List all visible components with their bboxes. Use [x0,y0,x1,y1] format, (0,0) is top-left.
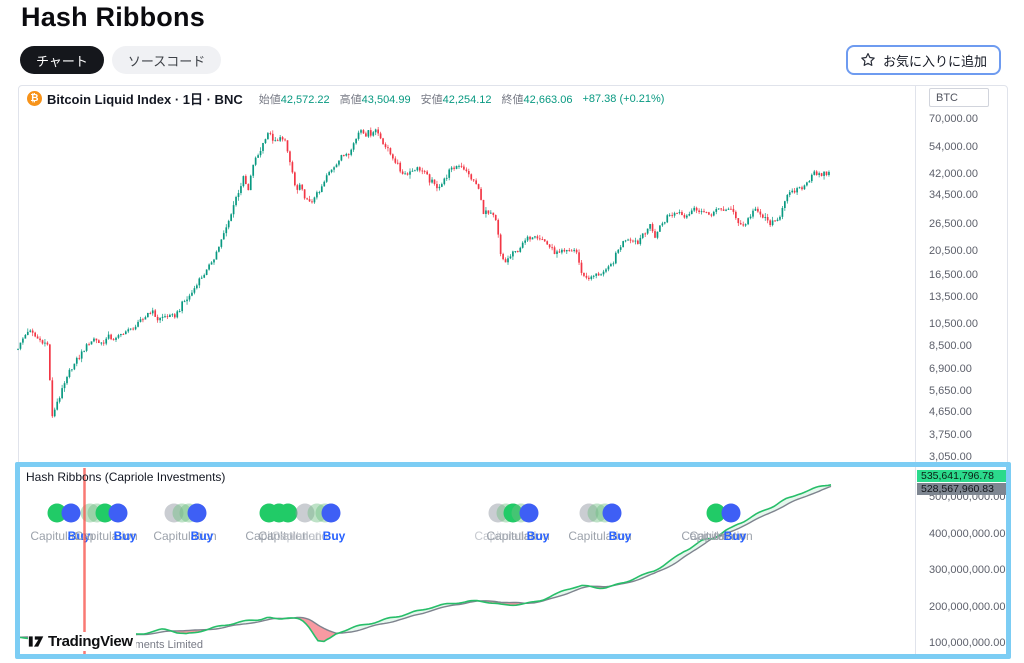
capitulation-label: Capitulation [30,529,93,543]
tradingview-logo-icon [28,636,44,647]
add-to-favorites-button[interactable]: お気に入りに追加 [845,45,1001,75]
capitulation-label: Capitulation [486,529,549,543]
buy-marker [61,503,81,523]
axis-tick-label: 100,000,000.00 [929,637,1006,649]
axis-tick-label: 20,500.00 [929,245,978,258]
buy-marker [602,503,622,523]
capitulation-label: Capitulation [153,529,216,543]
tab-source-code[interactable]: ソースコード [111,46,222,74]
capitulation-label: Capitulation [258,529,321,543]
capitulation-marker [278,503,298,523]
buy-label: Buy [323,529,346,543]
axis-tick-label: 3,050.00 [929,451,972,464]
capitulation-marker [488,503,508,523]
hr-sma-long-line [17,485,832,639]
axis-tick-label: 42,000.00 [929,168,978,181]
hr-sma-long-value: 528,567,960.83 [917,483,1007,495]
buy-marker [187,503,207,523]
capitulation-marker [295,503,315,523]
capitulation-marker [47,503,67,523]
bitcoin-icon: ₿ [27,91,42,106]
chart-widget [18,85,1008,659]
buy-marker [108,503,128,523]
capitulation-marker [587,503,607,523]
hr-sma-short-line [17,484,832,643]
change-value: +87.38 (+0.21%) [582,92,665,105]
capitulation-marker [164,503,184,523]
axis-tick-label: 70,000.00 [929,113,978,125]
capitulation-label: Capitulation [681,529,744,543]
capitulation-label: Capitulation [245,529,308,543]
tab-bar: チャート ソースコード [20,46,222,74]
open-value: 始値42,572.22 [258,93,330,106]
capitulation-marker [95,503,115,523]
add-to-favorites-label: お気に入りに追加 [882,53,987,69]
tradingview-wordmark: TradingView [48,633,133,650]
capitulation-label: Capitulation [689,529,752,543]
axis-tick-label: 16,500.00 [929,268,978,281]
candlestick-series [17,127,830,418]
close-value: 終値42,663.06 [501,93,573,106]
axis-tick-label: 6,900.00 [929,362,972,375]
hr-sma-short-value: 535,641,796.78 [917,470,1007,482]
buy-label: Buy [114,529,137,543]
axis-tick-label: 5,650.00 [929,384,972,397]
high-value: 高値43,504.99 [339,93,411,106]
low-value: 安値42,254.12 [420,93,492,106]
axis-tick-label: 34,500.00 [929,189,978,202]
axis-tick-label: 300,000,000.00 [929,564,1006,576]
capitulation-label: Capitulation [568,529,631,543]
capitulation-marker [172,503,192,523]
page-title: Hash Ribbons [21,2,205,32]
star-icon [861,53,875,66]
buy-label: Buy [191,529,214,543]
buy-label: Buy [724,529,747,543]
capitulation-marker [307,503,327,523]
axis-tick-label: 400,000,000.00 [929,527,1006,540]
ribbon-pane-title: Hash Ribbons (Capriole Investments) [26,470,226,484]
capitulation-marker [503,503,523,523]
capitulation-label: Capitulation [74,529,137,543]
buy-label: Buy [527,529,550,543]
symbol-title[interactable]: Bitcoin Liquid Index · 1日 · BNC [47,92,243,107]
axis-tick-label: 54,000.00 [929,140,978,153]
axis-tick-label: 26,500.00 [929,217,978,230]
axis-tick-label: 4,650.00 [929,405,972,418]
capitulation-marker [579,503,599,523]
axis-tick-label: 10,500.00 [929,317,978,330]
capitulation-label: Capitulation [474,529,537,543]
price-axis-unit-box[interactable]: BTC [929,88,989,107]
buy-marker [321,503,341,523]
tradingview-attribution[interactable]: TradingView [28,632,136,651]
axis-tick-label: 3,750.00 [929,428,972,441]
axis-tick-label: 13,500.00 [929,290,978,303]
capitulation-marker [706,503,726,523]
buy-label: Buy [609,529,632,543]
axis-tick-label: 8,500.00 [929,340,972,353]
capitulation-label: Capitulation [271,529,334,543]
buy-marker [721,503,741,523]
symbol-header: ₿ Bitcoin Liquid Index · 1日 · BNC 始値42,5… [27,89,664,108]
tab-chart[interactable]: チャート [20,46,104,74]
buy-marker [519,503,539,523]
axis-tick-label: 200,000,000.00 [929,600,1006,613]
